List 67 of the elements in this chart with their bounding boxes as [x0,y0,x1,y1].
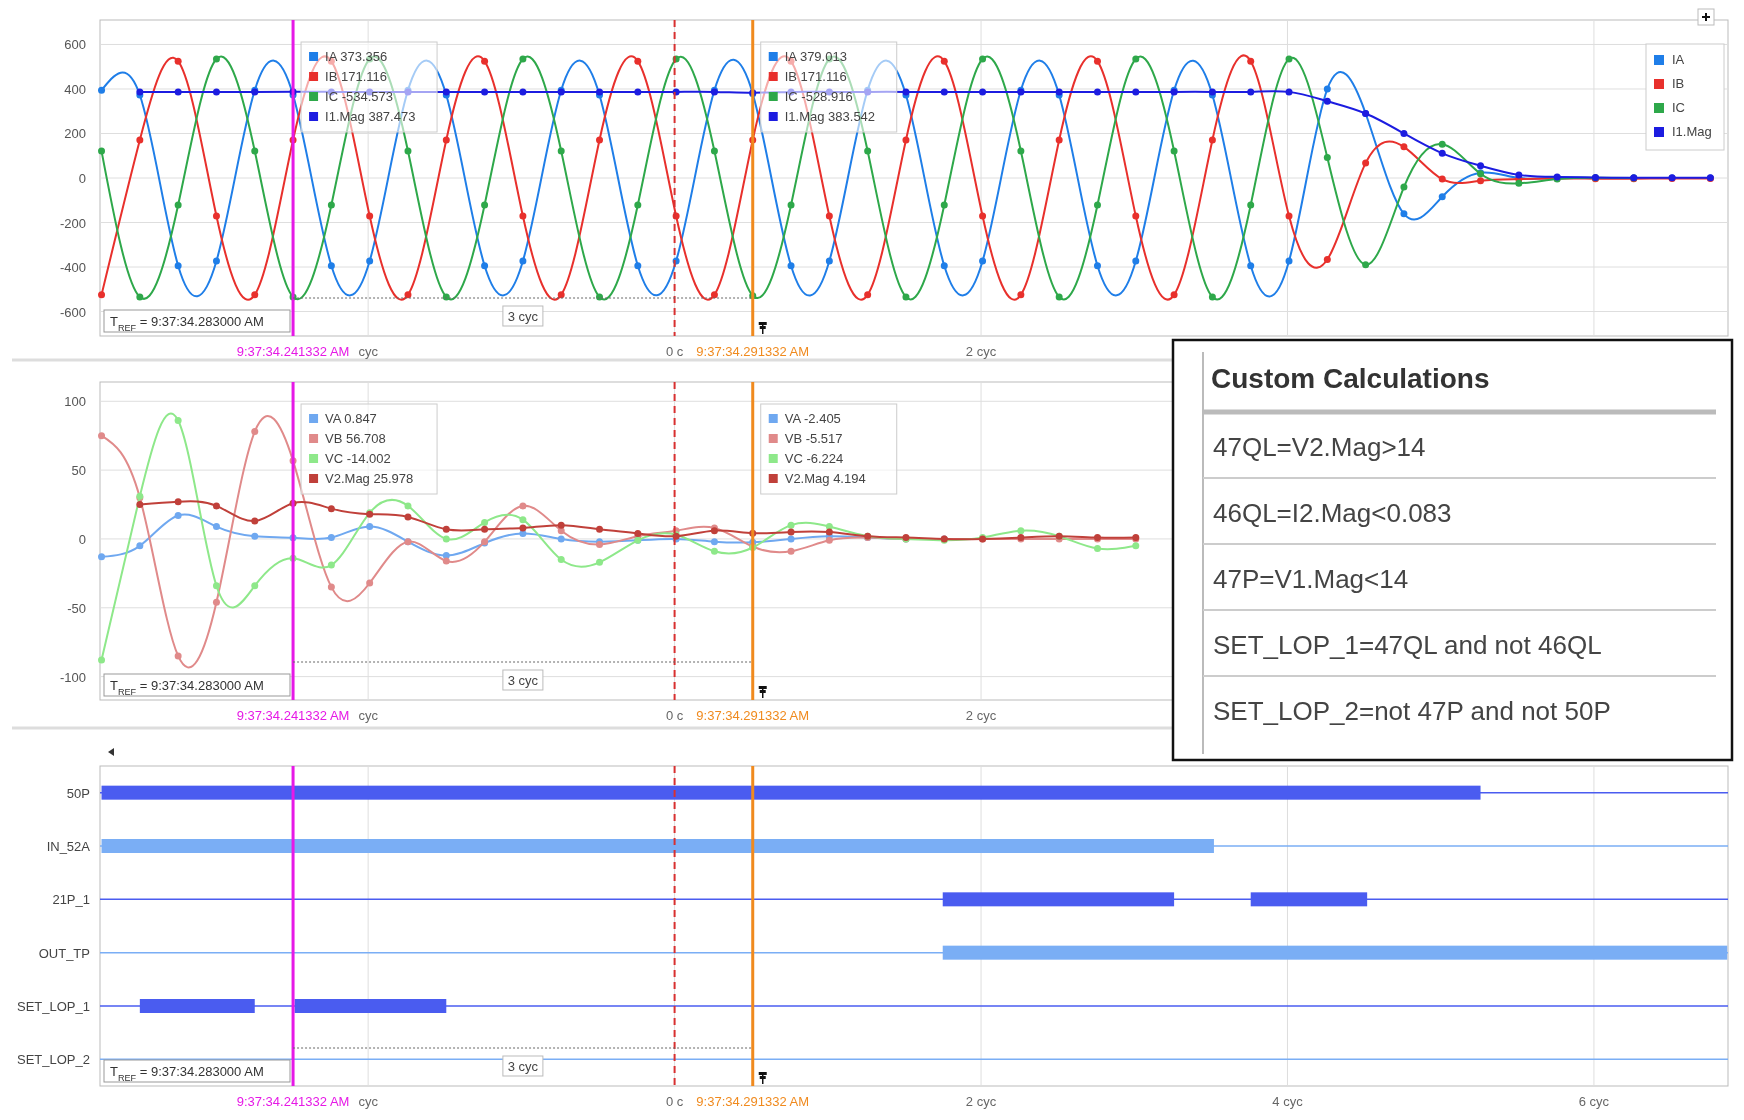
legend-label: IB [1672,76,1685,91]
annotation: IC -528.916 [784,89,853,104]
text: 9:37:34.291332 AM [696,344,810,359]
annotation: 3 cyc [507,1059,539,1074]
annotation: VB 56.708 [325,431,386,446]
annotation: SET_LOP_1=47QL and not 46QL [1213,630,1602,660]
x-tick-label: 0 c [665,708,684,723]
annotation: VB -5.517 [784,431,843,446]
y-tick-label: 50P [66,785,90,801]
x-tick-label: cyc [358,1094,379,1109]
y-tick-label: IN_52A [46,839,91,854]
annotation: 3 cyc [507,673,539,688]
annotation: VA 0.847 [325,411,377,426]
y-tick-label: SET_LOP_1 [17,999,90,1014]
y-tick-label: 400 [64,81,86,97]
y-tick-label: -50 [67,600,86,616]
x-tick-label: cyc [358,708,379,723]
annotation: VC -14.002 [325,451,391,466]
annotation: I1.Mag 387.473 [325,109,416,124]
annotation: IA 373.356 [325,49,388,64]
annotation: 3 cyc [507,309,539,324]
text: 9:37:34.241332 AM [236,1094,350,1109]
annotation: 47P=V1.Mag<14 [1213,564,1409,594]
annotation: IC -534.573 [325,89,393,104]
legend-label: IA [1672,52,1685,67]
annotation: T$_{REF}$ = 9:37:34.283000 AM [110,1064,264,1083]
y-tick-label: 21P_1 [52,892,90,908]
y-tick-label: 0 [78,171,86,186]
legend-label: IC [1672,100,1685,115]
y-tick-label: 600 [64,37,86,53]
y-tick-label: OUT_TP [38,945,90,961]
annotation: 47QL=V2.Mag>14 [1213,432,1426,462]
x-tick-label: 0 c [665,1094,684,1109]
annotation: 46QL=I2.Mag<0.083 [1213,498,1452,528]
annotation: IB 171.116 [784,69,847,84]
x-tick-label: 2 cyc [965,1094,997,1109]
text: Custom Calculations [1211,363,1490,394]
text: 9:37:34.241332 AM [236,708,350,723]
x-tick-label: cyc [358,344,379,359]
y-tick-label: 200 [64,126,86,142]
annotation: I1.Mag 383.542 [784,109,876,124]
y-tick-label: SET_LOP_2 [17,1052,90,1068]
legend-label: I1.Mag [1672,124,1712,139]
annotation: VA -2.405 [784,411,841,426]
text: 9:37:34.291332 AM [696,708,810,723]
annotation: V2.Mag 25.978 [325,471,414,486]
y-tick-label: -600 [59,304,86,320]
y-tick-label: -100 [59,669,86,685]
annotation: IB 171.116 [325,69,387,84]
annotation: V2.Mag 4.194 [784,471,866,486]
y-tick-label: -400 [59,260,86,276]
x-tick-label: 6 cyc [1578,1094,1610,1109]
annotation: IA 379.013 [784,49,847,64]
x-tick-label: 0 c [665,344,684,359]
text: 9:37:34.241332 AM [236,344,350,359]
annotation: T$_{REF}$ = 9:37:34.283000 AM [110,314,264,333]
annotation: SET_LOP_2=not 47P and not 50P [1213,696,1611,726]
y-tick-label: 0 [78,531,86,547]
annotation: VC -6.224 [784,451,844,466]
y-tick-label: 100 [64,394,86,410]
x-tick-label: 4 cyc [1272,1094,1304,1109]
text: 9:37:34.291332 AM [696,1094,810,1109]
x-tick-label: 2 cyc [965,344,997,359]
y-tick-label: -200 [59,215,86,231]
y-tick-label: 50 [71,463,86,479]
x-tick-label: 2 cyc [965,708,997,723]
annotation: T$_{REF}$ = 9:37:34.283000 AM [110,678,264,697]
